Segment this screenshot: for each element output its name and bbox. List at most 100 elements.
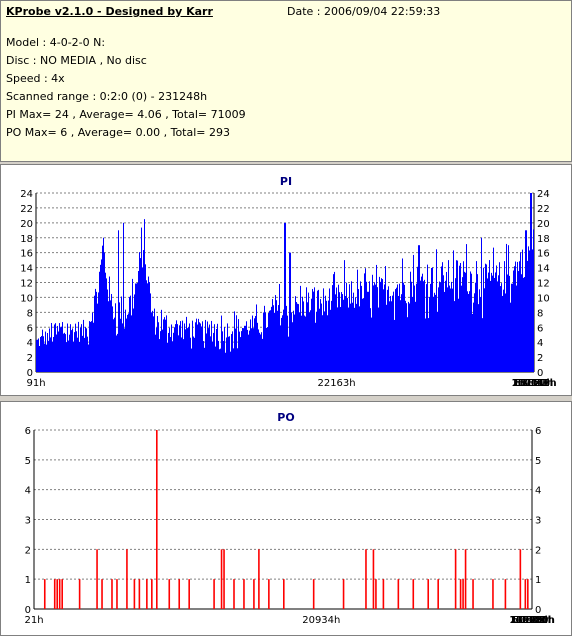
pi-bar (334, 271, 335, 372)
pi-bar (37, 339, 38, 372)
pi-bar (114, 317, 115, 372)
po-xtick-label: E0612h (513, 615, 551, 626)
pi-bar (142, 267, 143, 372)
pi-xtick-label: 51650h (515, 378, 553, 389)
pi-bar (66, 342, 67, 372)
pi-bar (350, 303, 351, 372)
pi-bar (379, 276, 380, 372)
pi-bar (137, 282, 138, 372)
pi-bar (345, 295, 346, 372)
pi-bar (269, 310, 270, 372)
pi-bar (381, 278, 382, 372)
disc-line: Disc : NO MEDIA , No disc (6, 54, 147, 67)
pi-bar (382, 279, 383, 372)
pi-bar (196, 318, 197, 372)
pi-bar (440, 282, 441, 372)
pi-bar (409, 303, 410, 372)
pi-bar (400, 300, 401, 372)
pi-bar (65, 334, 66, 372)
pi-bar (445, 280, 446, 372)
pi-ytick-right: 12 (537, 279, 550, 290)
pi-bar (517, 261, 518, 372)
pi-bar (429, 296, 430, 372)
po-chart: 0 0 1 1 2 2 3 3 4 4 5 5 6 6 21h 20934h 50011h7EE09hB0003… (24, 426, 555, 626)
pi-bar (408, 301, 409, 372)
pi-bar (301, 315, 302, 372)
po-bar (53, 579, 56, 609)
po-bar (268, 579, 270, 609)
pi-bar (104, 252, 105, 372)
pi-bar (325, 295, 326, 372)
pi-bar (208, 328, 209, 372)
pi-bar (403, 282, 404, 372)
pi-bar (254, 318, 255, 372)
pi-bar (138, 270, 139, 372)
pi-bar (164, 317, 165, 372)
pi-bar (388, 286, 389, 372)
pi-xtick-label: 151F12h (512, 378, 556, 389)
po-bar (243, 579, 245, 609)
pi-bar (57, 325, 58, 372)
pi-bar (60, 327, 61, 372)
pi-bar (193, 336, 194, 372)
pi-bar (512, 283, 513, 372)
po-bar (213, 579, 215, 609)
pi-bar (481, 237, 482, 372)
pi-bar (366, 281, 367, 372)
po-bar (427, 579, 430, 609)
po-bar (472, 579, 474, 609)
pi-bar (281, 317, 282, 372)
pi-bar (335, 294, 336, 372)
pi-bar (198, 318, 199, 372)
pi-bar (113, 319, 114, 372)
pi-bar (139, 252, 140, 372)
pi-bar (85, 327, 86, 372)
po-bar (146, 579, 148, 609)
pi-bar (386, 304, 387, 372)
po-xtick-label: 114736h (510, 615, 555, 626)
pi-bar (211, 320, 212, 372)
pi-bar (323, 288, 324, 372)
pi-bar (318, 289, 319, 372)
pi-bar (353, 292, 354, 372)
pi-bar (75, 323, 76, 372)
pi-bar (216, 328, 217, 372)
pi-bar (202, 321, 203, 372)
po-bar (43, 579, 46, 609)
pi-bar (434, 292, 435, 372)
pi-bar (361, 285, 362, 372)
pi-bar (182, 320, 183, 372)
pi-bar (48, 340, 49, 372)
pi-bar (497, 281, 498, 372)
po-bar (151, 579, 153, 609)
pi-bar (174, 327, 175, 372)
pi-bar (192, 320, 193, 372)
pi-bar (336, 287, 337, 372)
po-ytick-right: 0 (535, 605, 541, 616)
po-xtick-label: 14D000h (509, 615, 555, 626)
pi-ytick-left: 20 (20, 219, 33, 230)
pi-bar (107, 289, 108, 372)
pi-bar (375, 284, 376, 372)
pi-ytick-right: 16 (537, 249, 550, 260)
pi-bar (84, 337, 85, 372)
pi-bar (218, 340, 219, 372)
pi-summary-line: PI Max= 24 , Average= 4.06 , Total= 7100… (6, 108, 246, 121)
pi-bar (187, 328, 188, 372)
model-line: Model : 4-0-2-0 N: (6, 36, 106, 49)
po-ytick-right: 3 (535, 516, 541, 527)
pi-bar (73, 341, 74, 372)
pi-bar (304, 315, 305, 372)
pi-bar (322, 315, 323, 372)
pi-xtick-label: 119436h (512, 378, 557, 389)
pi-bar (255, 315, 256, 372)
po-xtick-label: 230991h (510, 615, 555, 626)
pi-bar (393, 291, 394, 372)
po-bar (492, 579, 494, 609)
pi-bar (217, 323, 218, 372)
po-bar (372, 549, 375, 609)
pi-bar (487, 278, 488, 372)
po-xtick-label: 185914h (510, 615, 555, 626)
pi-bar (231, 334, 232, 372)
po-bar (365, 549, 367, 609)
